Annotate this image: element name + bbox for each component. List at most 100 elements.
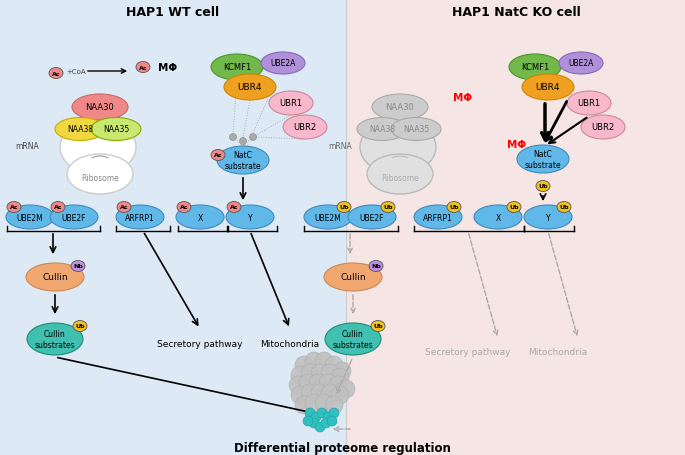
Ellipse shape <box>381 202 395 213</box>
Ellipse shape <box>261 53 305 75</box>
Ellipse shape <box>116 206 164 229</box>
Ellipse shape <box>581 116 625 140</box>
Ellipse shape <box>224 75 276 101</box>
Circle shape <box>229 134 236 141</box>
Text: MΦ: MΦ <box>158 63 177 73</box>
Text: UBR1: UBR1 <box>577 99 601 108</box>
Ellipse shape <box>522 75 574 101</box>
Ellipse shape <box>324 263 382 291</box>
Ellipse shape <box>176 206 224 229</box>
Text: Ub: Ub <box>383 205 393 210</box>
Ellipse shape <box>304 206 352 229</box>
Ellipse shape <box>60 120 136 175</box>
Text: X: X <box>495 214 501 223</box>
Ellipse shape <box>117 202 131 213</box>
Circle shape <box>325 396 343 414</box>
Bar <box>0 0 346 455</box>
Text: Ribosome: Ribosome <box>81 174 119 183</box>
Text: Ac: Ac <box>214 153 223 158</box>
Text: NatC
substrate: NatC substrate <box>225 151 261 170</box>
Ellipse shape <box>73 321 87 332</box>
Circle shape <box>321 384 339 402</box>
Text: Ac: Ac <box>229 205 238 210</box>
Circle shape <box>337 380 355 398</box>
Text: NAA30: NAA30 <box>86 103 114 112</box>
Ellipse shape <box>71 261 85 272</box>
Circle shape <box>291 366 309 384</box>
Ellipse shape <box>557 202 571 213</box>
Ellipse shape <box>357 118 407 141</box>
Text: Ribosome: Ribosome <box>381 174 419 183</box>
Text: UBR2: UBR2 <box>293 123 316 132</box>
Text: NatC
substrate: NatC substrate <box>525 150 561 169</box>
Text: Ac: Ac <box>120 205 128 210</box>
Text: KCMF1: KCMF1 <box>521 63 549 72</box>
Text: X: X <box>197 214 203 223</box>
Text: Cullin: Cullin <box>340 273 366 282</box>
Circle shape <box>329 408 339 418</box>
Text: Ub: Ub <box>538 184 548 189</box>
Circle shape <box>329 376 347 394</box>
Text: UBE2M: UBE2M <box>314 214 341 223</box>
Text: NAA35: NAA35 <box>103 125 129 134</box>
Circle shape <box>325 356 343 374</box>
Circle shape <box>301 364 319 382</box>
Text: UBE2M: UBE2M <box>16 214 43 223</box>
Circle shape <box>311 384 329 402</box>
Circle shape <box>323 412 333 422</box>
Text: Secretory pathway: Secretory pathway <box>425 348 511 357</box>
Ellipse shape <box>51 202 65 213</box>
Ellipse shape <box>391 118 441 141</box>
Text: NAA30: NAA30 <box>386 103 414 112</box>
Text: NAA35: NAA35 <box>403 125 429 134</box>
Circle shape <box>289 376 307 394</box>
Text: ARFRP1: ARFRP1 <box>125 214 155 223</box>
Ellipse shape <box>371 321 385 332</box>
Text: UBR4: UBR4 <box>238 83 262 92</box>
Text: HAP1 WT cell: HAP1 WT cell <box>127 6 220 20</box>
Ellipse shape <box>136 62 150 73</box>
Ellipse shape <box>7 202 21 213</box>
Text: Mitochondria: Mitochondria <box>260 340 320 349</box>
Text: Ub: Ub <box>559 205 569 210</box>
Ellipse shape <box>217 147 269 175</box>
Ellipse shape <box>226 206 274 229</box>
Circle shape <box>315 394 333 412</box>
Text: Ub: Ub <box>75 324 85 329</box>
Ellipse shape <box>227 202 241 213</box>
Text: mRNA: mRNA <box>15 142 39 151</box>
Ellipse shape <box>524 206 572 229</box>
Text: UBR2: UBR2 <box>591 123 614 132</box>
Text: Nb: Nb <box>73 264 83 269</box>
Circle shape <box>291 386 309 404</box>
Circle shape <box>321 364 339 382</box>
Circle shape <box>240 138 247 145</box>
Circle shape <box>305 352 323 370</box>
Bar <box>346 0 685 455</box>
Ellipse shape <box>27 324 83 355</box>
Circle shape <box>315 422 325 432</box>
Text: mRNA: mRNA <box>328 142 352 151</box>
Text: Cullin: Cullin <box>42 273 68 282</box>
Circle shape <box>299 374 317 392</box>
Text: Ac: Ac <box>51 71 60 76</box>
Ellipse shape <box>509 55 561 81</box>
Ellipse shape <box>372 95 428 121</box>
Circle shape <box>327 416 337 426</box>
Text: Differential proteome regulation: Differential proteome regulation <box>234 441 451 455</box>
Text: UBR4: UBR4 <box>536 83 560 92</box>
Text: Cullin
substrates: Cullin substrates <box>333 329 373 349</box>
Circle shape <box>303 416 313 426</box>
Circle shape <box>305 394 323 412</box>
Text: Cullin
substrates: Cullin substrates <box>35 329 75 349</box>
Text: UBE2A: UBE2A <box>569 59 594 68</box>
Text: Nb: Nb <box>371 264 381 269</box>
Ellipse shape <box>337 202 351 213</box>
Text: Ub: Ub <box>509 205 519 210</box>
Text: UBE2A: UBE2A <box>271 59 296 68</box>
Text: Ac: Ac <box>10 205 18 210</box>
Text: ARFRP1: ARFRP1 <box>423 214 453 223</box>
Circle shape <box>315 352 333 370</box>
Text: KCMF1: KCMF1 <box>223 63 251 72</box>
Circle shape <box>311 412 321 422</box>
